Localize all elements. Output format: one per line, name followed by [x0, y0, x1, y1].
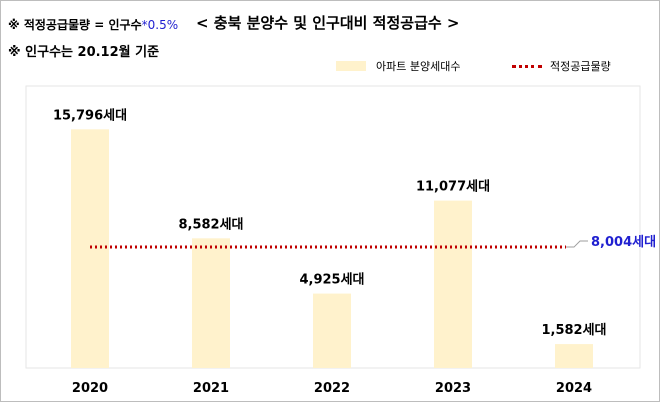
bar-value-label-2021: 8,582세대	[178, 217, 243, 232]
bar-value-label-2022: 4,925세대	[299, 273, 364, 288]
reference-line-leader	[566, 240, 588, 248]
legend-line-label: 적정공급물량	[550, 60, 611, 73]
legend-bar-label: 아파트 분양세대수	[376, 60, 461, 73]
chart-title: < 충북 분양수 및 인구대비 적정공급수 >	[196, 14, 460, 32]
x-tick-label-2022: 2022	[314, 381, 350, 396]
legend-line-swatch	[512, 64, 542, 68]
formula-note: ※ 적정공급물량 = 인구수*0.5%	[8, 16, 178, 33]
legend-bar-swatch	[336, 61, 366, 71]
formula-note-suffix: *0.5%	[141, 18, 179, 32]
bar-2020	[71, 129, 109, 368]
bar-value-label-2024: 1,582세대	[541, 323, 606, 338]
legend-item-bars: 아파트 분양세대수	[336, 58, 460, 74]
population-basis-note: ※ 인구수는 20.12월 기준	[8, 45, 160, 60]
bar-2021	[192, 238, 230, 368]
legend-item-line: 적정공급물량	[512, 58, 611, 74]
bar-2024	[555, 344, 593, 368]
reference-line-label: 8,004세대	[591, 235, 656, 250]
x-tick-label-2021: 2021	[193, 381, 229, 396]
bar-2023	[434, 200, 472, 368]
bar-value-label-2020: 15,796세대	[53, 108, 127, 123]
x-tick-label-2024: 2024	[556, 381, 592, 396]
formula-note-prefix: ※ 적정공급물량 = 인구수	[8, 18, 142, 32]
x-tick-label-2023: 2023	[435, 381, 471, 396]
x-tick-label-2020: 2020	[72, 381, 108, 396]
bar-value-label-2023: 11,077세대	[416, 180, 490, 195]
bar-2022	[313, 293, 351, 368]
